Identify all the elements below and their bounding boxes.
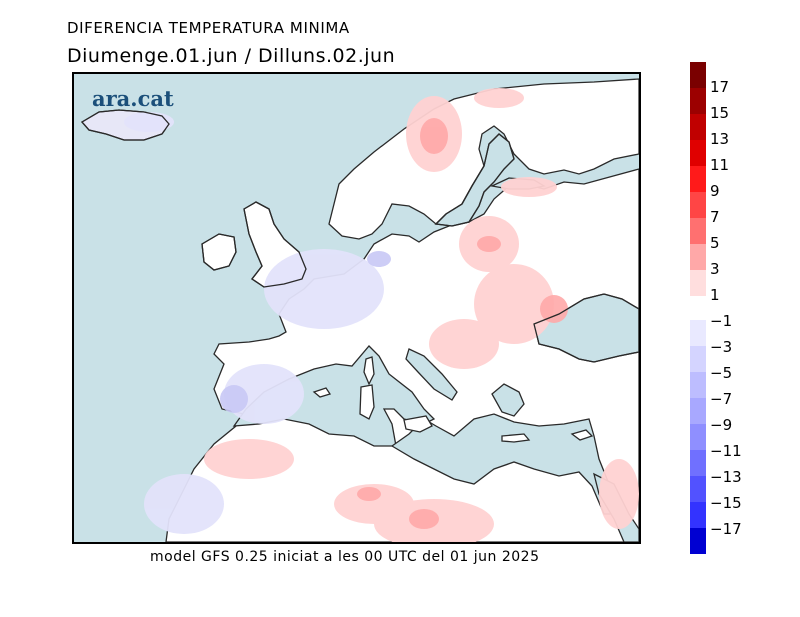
colorbar-segment [690, 218, 706, 244]
colorbar-tick-label: 3 [710, 260, 720, 278]
ara-cat-logo: ara.cat [92, 86, 174, 111]
map-graphics [80, 78, 639, 542]
land-scandinavia [328, 78, 639, 240]
colorbar-segment [690, 166, 706, 192]
colorbar-tick-label: 15 [710, 104, 730, 122]
colorbar-segment [690, 346, 706, 372]
colorbar-tick-label: −3 [710, 338, 733, 356]
colorbar-labels: 17 15 13 11 9 7 5 3 1 −1 −3 −5 −7 −9 −11 −13 −15 −17 [710, 62, 790, 554]
colorbar-tick-label: 5 [710, 234, 720, 252]
colorbar-segment [690, 140, 706, 166]
colorbar-tick-label: −9 [710, 416, 733, 434]
cold-core-patches [220, 251, 391, 413]
coastlines [80, 109, 639, 363]
colorbar-tick-label: −13 [710, 468, 742, 486]
colorbar-segment [690, 502, 706, 528]
chart-subtitle: Diumenge.01.jun / Dilluns.02.jun [67, 45, 396, 67]
colorbar-tick-label: 9 [710, 182, 720, 200]
warm-core-patches [357, 118, 568, 529]
colorbar-segment [690, 528, 706, 554]
temperature-map: ara.cat [72, 72, 641, 544]
island-crete [501, 433, 531, 443]
cold-patches [124, 112, 384, 534]
colorbar-tick-label: −7 [710, 390, 733, 408]
colorbar-segment [690, 192, 706, 218]
colorbar-tick-label: −1 [710, 312, 733, 330]
colorbar-segment [690, 424, 706, 450]
model-run-footer: model GFS 0.25 iniciat a les 00 UTC del … [150, 549, 540, 565]
colorbar-segment [690, 398, 706, 424]
colorbar-tick-label: −17 [710, 520, 742, 538]
colorbar-tick-label: 1 [710, 286, 720, 304]
colorbar-segment [690, 88, 706, 114]
colorbar [690, 62, 706, 554]
island-cyprus [570, 429, 594, 441]
chart-title: DIFERENCIA TEMPERATURA MINIMA [67, 19, 350, 37]
colorbar-tick-label: 7 [710, 208, 720, 226]
colorbar-tick-label: 17 [710, 78, 730, 96]
colorbar-tick-label: −5 [710, 364, 733, 382]
colorbar-segment [690, 450, 706, 476]
island-balearic [312, 387, 332, 398]
colorbar-segment [690, 62, 706, 88]
colorbar-tick-label: 13 [710, 130, 730, 148]
colorbar-gap [690, 296, 706, 320]
colorbar-tick-label: 11 [710, 156, 730, 174]
land-continent [165, 168, 639, 542]
colorbar-segment [690, 244, 706, 270]
colorbar-segment [690, 320, 706, 346]
island-sardinia [359, 384, 375, 420]
colorbar-segment [690, 372, 706, 398]
island-sicily [403, 415, 433, 433]
colorbar-tick-label: −11 [710, 442, 742, 460]
island-corsica [363, 356, 375, 386]
colorbar-segment [690, 114, 706, 140]
colorbar-segment [690, 270, 706, 296]
sea-adriatic [405, 348, 458, 401]
sea-aegean [491, 383, 525, 417]
colorbar-tick-label: −15 [710, 494, 742, 512]
colorbar-segment [690, 476, 706, 502]
